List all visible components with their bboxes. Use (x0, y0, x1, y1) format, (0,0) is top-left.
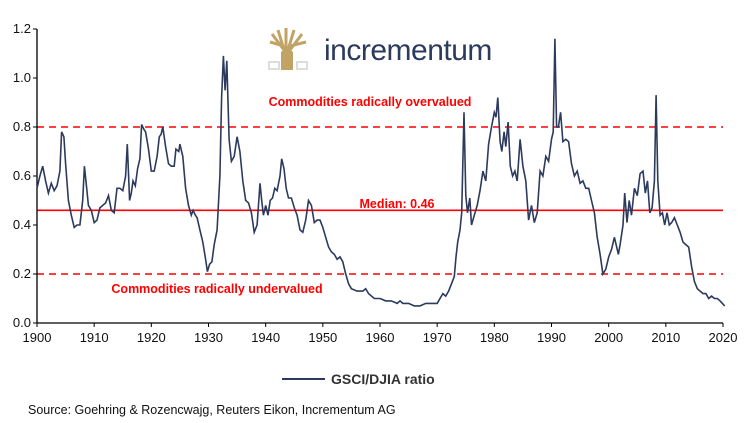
x-tick-label: 2010 (651, 330, 680, 345)
x-tick-label: 1900 (23, 330, 52, 345)
source-note: Source: Goehring & Rozencwajg, Reuters E… (28, 403, 396, 417)
legend: GSCI/DJIA ratio (282, 371, 435, 387)
y-tick-label: 1.0 (13, 70, 31, 85)
series-line-gsci-djia (36, 38, 726, 307)
y-tick-label: 0.6 (13, 168, 31, 183)
median-label: Median: 0.46 (359, 197, 434, 211)
x-tick-label: 2020 (709, 330, 738, 345)
x-tick-label: 1980 (480, 330, 509, 345)
y-tick-label: 0.4 (13, 217, 31, 232)
tree-icon (268, 28, 308, 70)
x-tick-label: 2000 (594, 330, 623, 345)
incrementum-logo: incrementum (268, 28, 492, 70)
x-tick-label: 1910 (80, 330, 109, 345)
logo-text: incrementum (324, 34, 492, 67)
x-tick-label: 1950 (308, 330, 337, 345)
x-tick-label: 1940 (251, 330, 280, 345)
x-tick-label: 1970 (423, 330, 452, 345)
y-tick-label: 1.2 (13, 21, 31, 36)
y-tick-label: 0.0 (13, 315, 31, 330)
x-tick-label: 1960 (366, 330, 395, 345)
overvalued-label: Commodities radically overvalued (269, 95, 472, 109)
y-tick-label: 0.2 (13, 266, 31, 281)
undervalued-label: Commodities radically undervalued (111, 282, 322, 296)
x-tick-label: 1930 (194, 330, 223, 345)
y-tick-label: 0.8 (13, 119, 31, 134)
x-tick-label: 1990 (537, 330, 566, 345)
x-tick-label: 1920 (137, 330, 166, 345)
legend-label: GSCI/DJIA ratio (331, 371, 435, 387)
